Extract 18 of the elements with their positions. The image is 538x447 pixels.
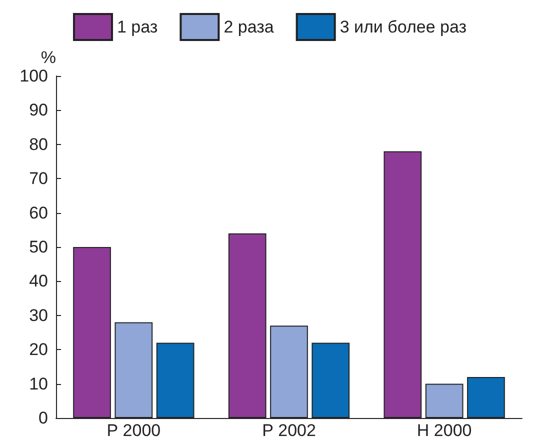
legend-label: 1 раз <box>117 18 158 36</box>
x-tick-label: Р 2000 <box>106 421 161 440</box>
legend-label: 2 раза <box>224 18 274 36</box>
y-tick-label: 70 <box>29 169 48 188</box>
y-tick-label: 60 <box>29 203 48 222</box>
y-tick-label: 50 <box>29 238 48 256</box>
y-tick-label: 30 <box>29 306 48 325</box>
legend-label: 3 или более раз <box>340 18 467 36</box>
y-tick-label: 10 <box>29 374 48 394</box>
x-tick-label: Н 2000 <box>416 421 472 440</box>
y-tick-label: 100 <box>20 66 48 86</box>
y-tick-label: 20 <box>29 340 48 360</box>
y-tick-label: 0 <box>38 408 48 428</box>
y-tick-label: 90 <box>29 100 48 120</box>
y-axis-title: % <box>40 48 56 67</box>
y-tick-label: 80 <box>29 134 48 154</box>
y-tick-label: 40 <box>29 272 48 291</box>
x-tick-label: Р 2002 <box>262 421 316 440</box>
